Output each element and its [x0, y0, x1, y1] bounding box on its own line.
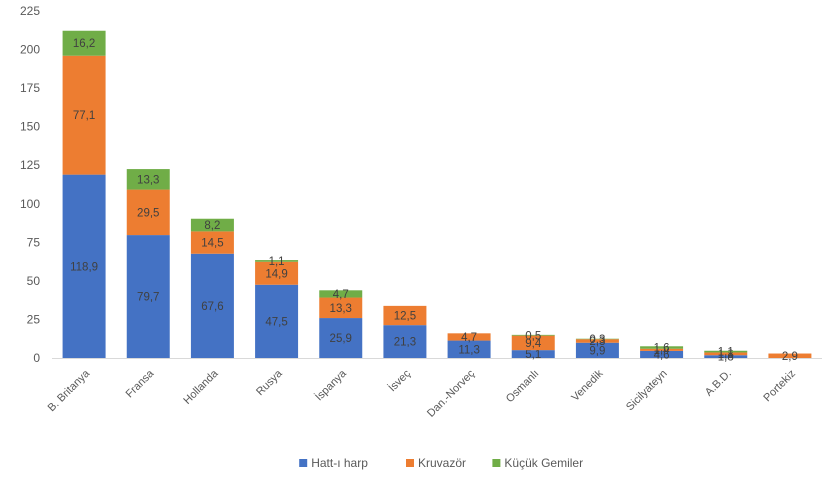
data-label: 12,5: [394, 311, 416, 323]
y-tick-label: 175: [20, 81, 40, 95]
y-tick-label: 0: [33, 351, 40, 365]
y-tick-label: 125: [20, 158, 40, 172]
x-category-label: Fransa: [124, 367, 157, 400]
bar-segment: [704, 355, 748, 358]
data-label: 21,3: [394, 337, 416, 349]
data-label: 5,1: [525, 349, 541, 361]
data-label: 0,3: [589, 334, 605, 346]
data-label: 118,9: [70, 261, 98, 273]
legend-swatch: [299, 459, 308, 467]
data-label: 29,5: [137, 207, 159, 219]
data-label: 79,7: [137, 292, 159, 304]
data-label: 9,9: [589, 345, 605, 357]
x-category-label: Portekiz: [761, 368, 798, 405]
data-label: 16,2: [73, 38, 95, 50]
bar-segment: [190, 253, 234, 358]
bar-segment: [704, 350, 748, 353]
bar-segment: [319, 290, 363, 298]
data-label: 2,9: [782, 351, 798, 363]
y-tick-label: 25: [27, 312, 41, 326]
data-label: 11,3: [458, 344, 480, 356]
data-label: 1,6: [654, 343, 670, 355]
legend-swatch: [406, 459, 414, 467]
bar-segment: [704, 352, 748, 356]
data-label: 0,5: [525, 330, 541, 342]
x-category-label: Hollanda: [181, 367, 221, 407]
data-label: 4,6: [654, 349, 670, 361]
data-label: 67,6: [201, 301, 223, 313]
bar-segment: [640, 346, 684, 349]
bar-segment: [255, 260, 299, 262]
y-tick-label: 200: [20, 43, 40, 57]
data-label: 1,1: [269, 256, 285, 268]
bar-segment: [640, 350, 684, 358]
bar-segment: [126, 169, 170, 190]
y-tick-label: 150: [20, 120, 40, 134]
x-category-label: Rusya: [254, 367, 285, 398]
x-category-label: Dan.-Norveç: [425, 367, 477, 419]
data-label: 13,3: [330, 303, 352, 315]
bar-segment: [62, 30, 106, 56]
x-category-label: Osmanlı: [504, 368, 541, 405]
bar-segment: [255, 261, 299, 285]
bar-segment: [319, 297, 363, 319]
bar-segment: [383, 305, 427, 326]
bar-segment: [511, 335, 555, 351]
x-category-label: İsveç: [386, 367, 414, 395]
data-label: 47,5: [265, 316, 287, 328]
bar-segment: [575, 342, 619, 358]
data-label: 4,7: [333, 289, 349, 301]
y-tick-label: 225: [20, 4, 40, 18]
data-label: 4,7: [461, 332, 477, 344]
x-category-label: A.B.D.: [703, 368, 734, 399]
data-label: 1,1: [718, 347, 734, 359]
x-category-label: B. Britanya: [46, 367, 93, 414]
data-label: 25,9: [330, 333, 352, 345]
bar-segment: [383, 325, 427, 358]
bar-segment: [511, 350, 555, 358]
legend-label: Hatt-ı harp: [311, 456, 368, 470]
y-tick-label: 50: [27, 274, 41, 288]
data-label: 13,3: [137, 174, 159, 186]
data-label: 14,9: [265, 268, 287, 280]
bar-segment: [62, 174, 106, 358]
bar-segment: [447, 333, 491, 341]
bar-segment: [447, 340, 491, 358]
bar-segment: [126, 189, 170, 236]
bar-segment: [190, 218, 234, 232]
x-category-label: Venedik: [569, 367, 606, 404]
data-label: 9,4: [525, 338, 542, 350]
bar-segment: [62, 55, 106, 175]
x-category-label: Sicilyateyn: [624, 368, 670, 414]
data-label: 14,5: [201, 238, 223, 250]
bar-segment: [319, 318, 363, 358]
bar-segment: [575, 338, 619, 340]
data-label: 77,1: [73, 110, 95, 122]
bar-segment: [768, 353, 812, 358]
legend-swatch: [492, 459, 501, 467]
y-tick-label: 75: [27, 235, 41, 249]
bar-segment: [511, 334, 555, 336]
legend-label: Kruvazör: [418, 456, 466, 470]
legend-label: Küçük Gemiler: [504, 456, 583, 470]
x-category-label: İspanya: [312, 366, 349, 403]
bar-segment: [190, 231, 234, 254]
bar-segment: [640, 348, 684, 351]
bar-segment: [126, 235, 170, 358]
y-tick-label: 100: [20, 197, 40, 211]
bar-segment: [575, 339, 619, 343]
bar-segment: [255, 284, 299, 358]
data-label: 8,2: [204, 220, 220, 232]
